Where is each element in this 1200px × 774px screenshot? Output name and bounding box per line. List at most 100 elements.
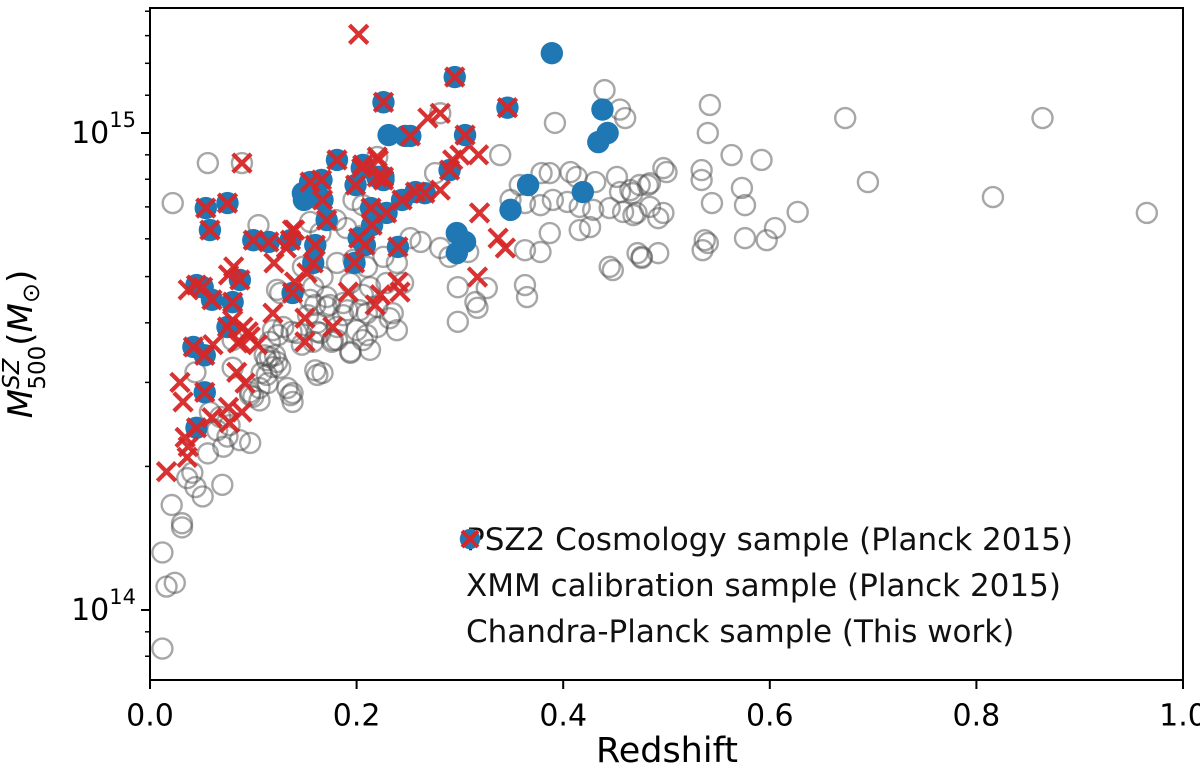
legend: PSZ2 Cosmology sample (Planck 2015) XMM … [448, 521, 1073, 650]
chandra-marker [360, 197, 382, 219]
chandra-marker [369, 284, 392, 306]
chandra-marker [343, 252, 366, 274]
chandra-marker [199, 219, 221, 241]
axis-ticks [141, 10, 1184, 689]
psz2-marker [446, 276, 470, 299]
xmm-marker [516, 173, 540, 197]
chandra-marker [466, 266, 489, 288]
chandra-marker [294, 331, 316, 353]
psz2-marker [339, 340, 362, 363]
psz2-marker [598, 255, 621, 279]
x-icon [460, 529, 480, 549]
legend-label-xmm: XMM calibration sample (Planck 2015) [466, 567, 1061, 604]
psz2-marker [647, 206, 670, 230]
psz2-marker [652, 156, 675, 180]
psz2-marker [690, 168, 713, 192]
psz2-marker [593, 78, 616, 102]
psz2-marker [513, 238, 537, 262]
chandra-marker [299, 171, 321, 193]
chandra-marker [387, 236, 409, 258]
chandra-marker [494, 237, 517, 259]
x-axis-label: Redshift [596, 731, 738, 771]
xmm-marker [571, 180, 595, 204]
psz2-marker [160, 493, 183, 517]
psz2-marker [515, 285, 539, 309]
axis-tick-labels: 0.0 0.2 0.4 0.6 0.8 1.0 1015 1014 [71, 108, 1200, 734]
chandra-marker [444, 66, 466, 88]
psz2-marker [163, 571, 186, 595]
chandra-marker [322, 316, 344, 338]
xmm-marker [393, 124, 417, 148]
psz2-marker [786, 200, 809, 224]
plot-frame [149, 7, 1184, 681]
psz2-marker [720, 143, 743, 167]
x-tick-label: 0.2 [333, 699, 381, 734]
psz2-marker [530, 161, 553, 185]
chandra-marker [496, 96, 519, 119]
xmm-marker [540, 41, 564, 65]
psz2-marker [255, 348, 278, 372]
chandra-marker [195, 197, 217, 219]
psz2-marker [856, 170, 880, 194]
psz2-marker [409, 230, 432, 254]
psz2-marker [626, 241, 649, 265]
psz2-marker [230, 151, 254, 175]
legend-label-chandra: Chandra-Planck sample (This work) [466, 613, 1015, 650]
chandra-marker [229, 331, 251, 353]
legend-item-psz2: PSZ2 Cosmology sample (Planck 2015) [448, 521, 1073, 558]
y-tick-label: 1014 [71, 585, 136, 628]
y-tick-label: 1015 [71, 108, 136, 151]
psz2-marker [529, 193, 552, 217]
chandra-marker [441, 149, 464, 171]
psz2-marker [488, 143, 512, 167]
psz2-marker [466, 296, 489, 320]
psz2-marker [601, 258, 624, 282]
psz2-marker [691, 238, 714, 262]
y-axis-label: MSZ500(M⊙) [0, 270, 51, 419]
psz2-marker [161, 191, 184, 215]
psz2-marker [1031, 106, 1054, 130]
psz2-marker [638, 171, 662, 195]
x-tick-label: 0.6 [746, 699, 794, 734]
psz2-marker [763, 216, 787, 240]
psz2-marker [191, 485, 214, 508]
chandra-marker [231, 401, 253, 423]
chandra-marker [354, 234, 376, 256]
psz2-marker [556, 190, 579, 214]
chandra-marker [201, 289, 223, 311]
psz2-marker [151, 541, 174, 564]
psz2-marker [170, 516, 194, 539]
xmm-marker [499, 198, 522, 222]
chandra-marker [221, 291, 244, 313]
psz2-marker [281, 381, 304, 405]
psz2-marker [628, 173, 651, 197]
psz2-marker [581, 198, 605, 222]
chandra-marker [194, 381, 216, 403]
chandra-marker [283, 219, 306, 241]
psz2-marker [261, 355, 285, 379]
psz2-marker [538, 221, 561, 245]
chandra-marker [216, 192, 239, 214]
chandra-marker [387, 271, 409, 293]
psz2-marker [265, 350, 289, 374]
psz2-marker [446, 310, 470, 333]
psz2-marker [261, 318, 285, 342]
psz2-marker [652, 201, 675, 225]
chandra-marker [201, 407, 223, 429]
psz2-marker [622, 203, 645, 227]
chandra-marker [202, 333, 224, 356]
chandra-marker [155, 460, 178, 483]
chandra-marker [366, 146, 388, 168]
legend-item-xmm: XMM calibration sample (Planck 2015) [448, 529, 1073, 604]
xmm-marker [587, 130, 610, 154]
psz2-marker [608, 180, 632, 204]
chandra-marker [311, 189, 334, 211]
psz2-marker [309, 321, 332, 345]
chandra-marker [429, 179, 451, 201]
chandra-marker [258, 231, 280, 253]
chandra-marker [229, 269, 251, 291]
chandra-marker [262, 302, 284, 324]
psz2-marker [733, 226, 757, 250]
chandra-marker [337, 281, 360, 303]
